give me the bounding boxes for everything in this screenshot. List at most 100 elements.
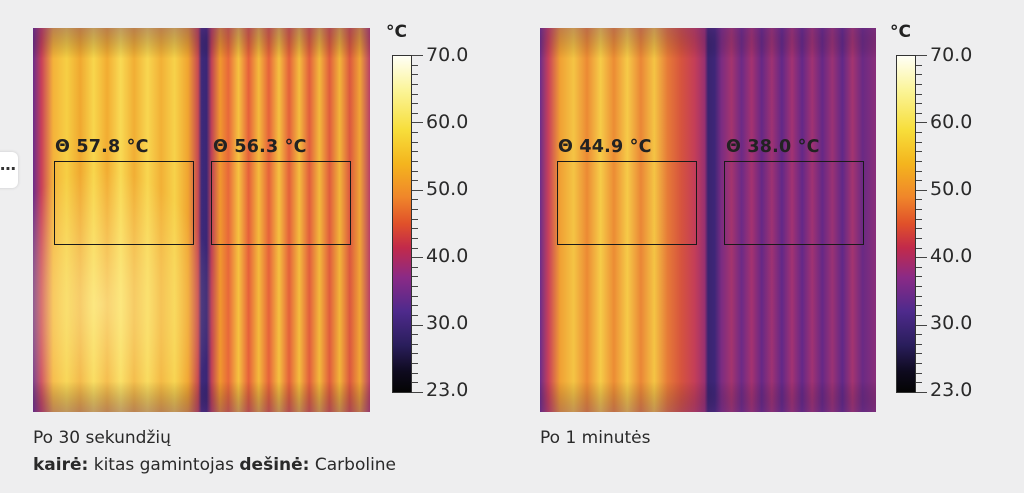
scale-minor-tick (412, 276, 418, 277)
scale-minor-tick (412, 228, 418, 229)
scale-label: 60.0 (930, 111, 973, 133)
scale-minor-tick (412, 132, 418, 133)
scale-minor-tick (916, 267, 922, 268)
thermal-heatmap-left (33, 28, 370, 412)
scale-minor-tick (916, 94, 922, 95)
scale-minor-tick (916, 238, 922, 239)
scale-minor-tick (916, 248, 922, 249)
scale-ticks (916, 55, 928, 393)
scale-minor-tick (412, 286, 418, 287)
scale-minor-tick (412, 248, 418, 249)
scale-minor-tick (916, 171, 922, 172)
caption-time-right: Po 1 minutės (540, 428, 651, 448)
scale-label-min: 23.0 (426, 379, 469, 401)
scale-minor-tick (412, 209, 418, 210)
scale-unit: °C (386, 22, 407, 42)
scale-minor-tick (916, 382, 922, 383)
scale-minor-tick (916, 315, 922, 316)
scale-minor-tick (916, 296, 922, 297)
scale-minor-tick (412, 151, 418, 152)
thermal-image-1min: Θ 44.9 °C Θ 38.0 °C (540, 28, 876, 412)
more-options-handle[interactable]: ⋯ (0, 152, 18, 188)
scale-label: 40.0 (930, 245, 973, 267)
scale-unit: °C (890, 22, 911, 42)
scale-minor-tick (916, 161, 922, 162)
roi-box-left-coating (54, 161, 194, 245)
color-scale-bar (392, 55, 412, 393)
thermal-image-30s: Θ 57.8 °C Θ 56.3 °C (33, 28, 370, 412)
scale-minor-tick (412, 238, 418, 239)
scale-minor-tick (412, 113, 418, 114)
scale-minor-tick (412, 353, 418, 354)
scale-minor-tick (412, 219, 418, 220)
scale-minor-tick (412, 180, 418, 181)
scale-minor-tick (412, 267, 418, 268)
roi-temp-label: Θ 56.3 °C (213, 137, 307, 157)
scale-major-tick (916, 55, 927, 56)
scale-minor-tick (916, 132, 922, 133)
scale-minor-tick (412, 103, 418, 104)
scale-minor-tick (916, 74, 922, 75)
scale-minor-tick (412, 296, 418, 297)
caption-time-left: Po 30 sekundžių (33, 428, 171, 448)
scale-label-max: 70.0 (426, 44, 469, 66)
scale-minor-tick (916, 209, 922, 210)
scale-minor-tick (916, 199, 922, 200)
scale-minor-tick (916, 353, 922, 354)
scale-minor-tick (412, 161, 418, 162)
scale-major-tick (412, 257, 423, 258)
scale-label-min: 23.0 (930, 379, 973, 401)
roi-box-right-coating (211, 161, 351, 245)
scale-minor-tick (412, 363, 418, 364)
color-scale-bar (896, 55, 916, 393)
scale-minor-tick (916, 305, 922, 306)
scale-label: 60.0 (426, 111, 469, 133)
scale-ticks (412, 55, 424, 393)
scale-minor-tick (412, 199, 418, 200)
temperature-scale-right: °C 70.0 60.0 50.0 40.0 30.0 23.0 (888, 22, 988, 402)
scale-minor-tick (916, 65, 922, 66)
scale-major-tick (412, 190, 423, 191)
scale-minor-tick (412, 344, 418, 345)
roi-temp-label: Θ 44.9 °C (558, 137, 652, 157)
scale-minor-tick (916, 228, 922, 229)
temperature-scale-left: °C 70.0 60.0 50.0 40.0 30.0 23.0 (384, 22, 484, 402)
caption-legend: kairė: kitas gamintojas dešinė: Carbolin… (33, 455, 396, 475)
scale-label: 30.0 (930, 312, 973, 334)
scale-minor-tick (412, 84, 418, 85)
scale-minor-tick (916, 344, 922, 345)
scale-label: 50.0 (930, 178, 973, 200)
scale-label-max: 70.0 (930, 44, 973, 66)
scale-major-tick (916, 392, 927, 393)
scale-minor-tick (412, 315, 418, 316)
scale-minor-tick (412, 65, 418, 66)
scale-minor-tick (412, 74, 418, 75)
scale-minor-tick (412, 334, 418, 335)
scale-minor-tick (916, 334, 922, 335)
legend-left-key: kairė: (33, 455, 89, 475)
scale-minor-tick (916, 286, 922, 287)
scale-major-tick (412, 392, 423, 393)
roi-box-right-coating (724, 161, 864, 245)
scale-minor-tick (916, 180, 922, 181)
roi-temp-label: Θ 57.8 °C (55, 137, 149, 157)
scale-minor-tick (916, 142, 922, 143)
scale-minor-tick (412, 373, 418, 374)
scale-major-tick (916, 325, 927, 326)
scale-minor-tick (916, 219, 922, 220)
scale-label: 50.0 (426, 178, 469, 200)
scale-minor-tick (412, 142, 418, 143)
scale-major-tick (916, 190, 927, 191)
legend-right-key: dešinė: (239, 455, 310, 475)
scale-major-tick (412, 55, 423, 56)
scale-major-tick (916, 257, 927, 258)
scale-major-tick (412, 325, 423, 326)
scale-minor-tick (916, 373, 922, 374)
more-dots-icon: ⋯ (0, 159, 16, 178)
scale-major-tick (916, 122, 927, 123)
legend-right-value: Carboline (309, 455, 397, 475)
roi-temp-label: Θ 38.0 °C (726, 137, 820, 157)
scale-minor-tick (412, 305, 418, 306)
scale-label: 40.0 (426, 245, 469, 267)
scale-minor-tick (916, 113, 922, 114)
